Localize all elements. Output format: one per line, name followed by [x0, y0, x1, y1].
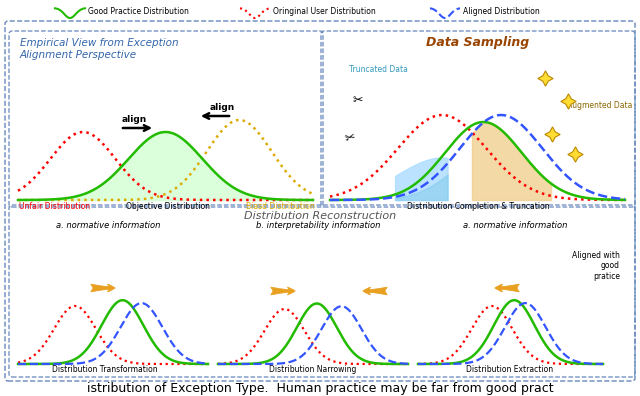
Text: istribution of Exception Type.  Human practice may be far from good pract: istribution of Exception Type. Human pra…	[86, 382, 554, 395]
Text: ✂: ✂	[353, 93, 364, 107]
Text: ✂: ✂	[343, 130, 356, 146]
Text: Aligned Distribution: Aligned Distribution	[463, 6, 540, 15]
Text: Aligned with
good
pratice: Aligned with good pratice	[572, 251, 620, 281]
Text: a. normative information: a. normative information	[463, 221, 567, 230]
Text: Biasd Distribution: Biasd Distribution	[246, 202, 314, 211]
Text: Distribution Transformation: Distribution Transformation	[52, 365, 158, 374]
Text: Augmented Data: Augmented Data	[567, 101, 633, 110]
Text: Data Sampling: Data Sampling	[426, 36, 530, 49]
Text: b. interpretability information: b. interpretability information	[256, 221, 380, 230]
Text: Empirical View from Exception
Alignment Perspective: Empirical View from Exception Alignment …	[20, 38, 179, 60]
Text: Distribution Reconstruction: Distribution Reconstruction	[244, 211, 396, 221]
Text: Good Practice Distribution: Good Practice Distribution	[88, 6, 189, 15]
Text: align: align	[210, 103, 235, 112]
Text: Truncated Data: Truncated Data	[349, 65, 408, 74]
Text: Oringinal User Distribution: Oringinal User Distribution	[273, 6, 376, 15]
Text: align: align	[122, 115, 147, 124]
Text: a. normative information: a. normative information	[56, 221, 160, 230]
Text: Objective Distribution: Objective Distribution	[126, 202, 210, 211]
Text: Unfair Distribution: Unfair Distribution	[19, 202, 91, 211]
Text: Distribution Extraction: Distribution Extraction	[467, 365, 554, 374]
Text: Distribution Narrowing: Distribution Narrowing	[269, 365, 356, 374]
Text: Distribution Completion & Truncation: Distribution Completion & Truncation	[406, 202, 549, 211]
